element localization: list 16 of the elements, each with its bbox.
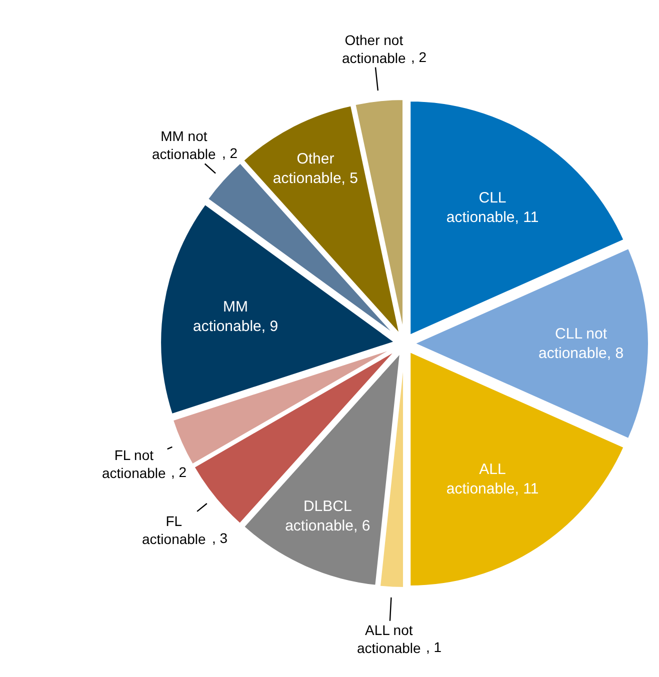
slice-label: MM not actionable [152, 128, 216, 162]
data-label: , 3 [212, 530, 228, 546]
data-label: , 2 [411, 49, 427, 65]
slice-label: ALL actionable, 11 [446, 460, 539, 498]
slice-label: FL actionable [142, 513, 206, 548]
slice-label: Other actionable, 5 [272, 150, 358, 187]
slice-label: FL not actionable [102, 447, 166, 482]
data-label: , 2 [171, 464, 187, 480]
slice-label: DLBCL actionable, 6 [285, 498, 370, 534]
slice-label: ALL not actionable [357, 622, 422, 656]
data-label: , 1 [426, 639, 442, 655]
slice-label: Other not actionable [342, 32, 406, 66]
data-label: , 2 [222, 145, 238, 161]
slice-label: CLL actionable, 11 [446, 190, 539, 226]
slice-label: CLL not actionable, 8 [538, 325, 624, 362]
slice-label: MM actionable, 9 [192, 298, 278, 335]
